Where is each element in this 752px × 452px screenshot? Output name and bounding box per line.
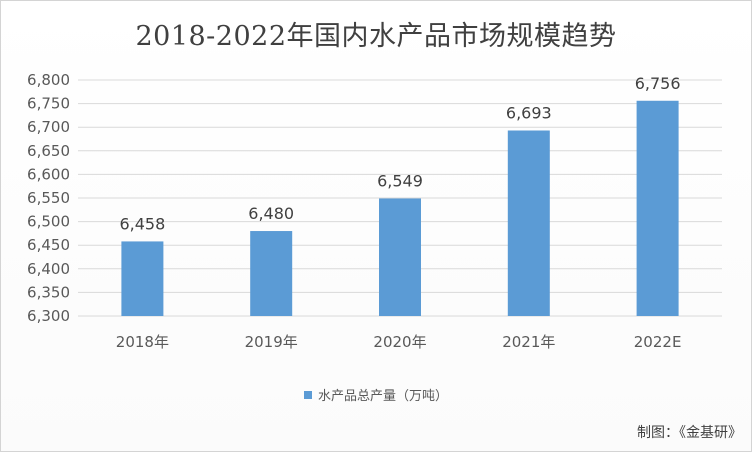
data-label: 6,756 [635,74,681,93]
data-label: 6,458 [119,214,165,233]
x-axis-tick-labels: 2018年 2019年 2020年 2021年 2022E [116,333,682,351]
data-labels: 6,458 6,480 6,549 6,693 6,756 [119,74,680,234]
legend-label: 水产品总产量（万吨） [317,389,448,404]
y-axis-tick-labels: 6,300 6,350 6,400 6,450 6,500 6,550 6,600 6,650… [27,71,70,325]
y-tick-label: 6,350 [27,283,70,301]
chart-title: 2018-2022年国内水产品市场规模趋势 [135,21,617,52]
data-label: 6,549 [377,171,423,190]
bars [121,100,679,316]
y-tick-label: 6,400 [27,260,70,278]
y-tick-label: 6,550 [27,189,70,207]
credit-text: 制图：《金基研》 [637,425,742,441]
y-tick-label: 6,700 [27,118,70,136]
x-tick-label: 2018年 [116,333,169,351]
x-tick-label: 2019年 [245,333,298,351]
legend: 水产品总产量（万吨） [0,385,752,404]
bar [121,241,164,316]
bar [379,198,421,316]
bar [250,231,293,316]
data-label: 6,480 [248,204,294,223]
x-tick-label: 2020年 [373,333,426,351]
legend-swatch [303,390,312,399]
y-tick-label: 6,650 [27,142,70,160]
y-tick-label: 6,300 [27,307,70,325]
y-tick-label: 6,600 [27,165,70,183]
y-tick-label: 6,450 [27,236,70,254]
bar [636,100,679,316]
gridlines [78,79,722,317]
y-tick-label: 6,750 [27,95,70,113]
data-label: 6,693 [506,104,552,123]
x-tick-label: 2021年 [502,333,555,351]
x-tick-label: 2022E [634,333,682,351]
bar [507,130,550,316]
y-tick-label: 6,800 [27,71,70,89]
y-tick-label: 6,500 [27,213,70,231]
